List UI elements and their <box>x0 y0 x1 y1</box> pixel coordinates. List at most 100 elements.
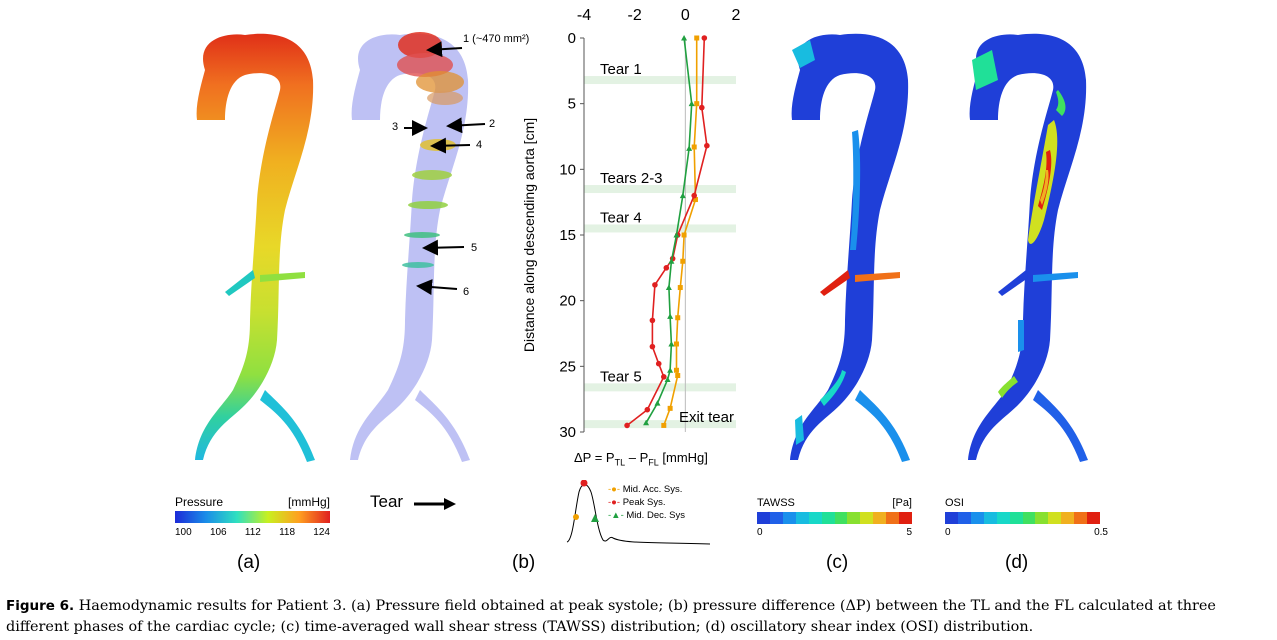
phase-marker-peak <box>580 480 588 487</box>
series-point <box>668 258 675 264</box>
series-point <box>667 313 674 319</box>
aorta-tawss-render <box>790 33 910 462</box>
series-point <box>655 360 662 367</box>
y-tick-label: 20 <box>559 293 576 310</box>
colorbar-step <box>970 512 984 524</box>
colorbar-step <box>1009 512 1023 524</box>
colorbar-step <box>795 512 809 524</box>
slice-arrows <box>404 41 486 296</box>
series-point <box>624 422 630 429</box>
tear-band <box>584 383 736 392</box>
y-tick-label: 30 <box>559 424 576 441</box>
colorbar-step <box>757 512 770 524</box>
series-point <box>661 422 667 428</box>
slice-label-5: 5 <box>471 242 478 254</box>
series-point <box>675 373 681 379</box>
inset-phase-markers <box>573 480 599 522</box>
aorta-pressure-render <box>195 33 315 462</box>
series-point <box>673 232 680 238</box>
colorbar-step <box>996 512 1010 524</box>
colorbar-step <box>769 512 783 524</box>
colorbar-step <box>782 512 796 524</box>
pressure-tick: 112 <box>244 527 261 538</box>
panel-label-a: (a) <box>237 552 261 573</box>
colorbar-step <box>873 512 887 524</box>
colorbar-step <box>983 512 997 524</box>
series-point <box>673 341 679 347</box>
pressure-tick: 106 <box>209 527 227 538</box>
series-point <box>643 419 650 426</box>
series-legend: -●- Mid. Acc. Sys. -●- Peak Sys. -▲- Mid… <box>608 483 685 522</box>
slice-label-3: 3 <box>392 121 399 133</box>
series-point <box>686 145 693 151</box>
slice-label-2: 2 <box>489 118 496 130</box>
series-point <box>681 35 688 41</box>
tear-band <box>584 420 736 429</box>
series-point <box>701 35 708 41</box>
legend-label: Mid. Acc. Sys. <box>622 484 683 495</box>
legend-item-mid-acc: -●- Mid. Acc. Sys. <box>608 484 683 495</box>
pressure-tick: 124 <box>313 527 330 538</box>
series-point <box>668 341 675 347</box>
tawss-tick-max: 5 <box>906 527 912 538</box>
tear-legend-arrow-icon <box>414 498 456 510</box>
y-tick-label: 15 <box>559 227 576 244</box>
colorbar-step <box>1022 512 1036 524</box>
x-tick-label: 0 <box>681 7 690 24</box>
slice-label-6: 6 <box>463 286 470 298</box>
tear-band <box>584 76 736 85</box>
colorbar-step <box>957 512 971 524</box>
tawss-colorbar-title: TAWSS <box>757 497 795 509</box>
panel-label-c: (c) <box>826 552 849 573</box>
colorbar-step <box>945 512 958 524</box>
series-point <box>667 367 674 373</box>
series-point <box>654 400 661 406</box>
chart-ylabel: Distance along descending aorta [cm] <box>521 118 537 352</box>
osi-tick-max: 0.5 <box>1094 527 1108 538</box>
slice-label-1: 1 (~470 mm²) <box>463 33 530 45</box>
series-point <box>652 282 658 288</box>
phase-marker-mid-acc <box>573 514 579 520</box>
panel-label-b: (b) <box>512 552 536 573</box>
colorbar-step <box>860 512 874 524</box>
series-point <box>681 232 687 238</box>
colorbar-step <box>899 512 913 524</box>
legend-label: Mid. Dec. Sys <box>626 510 685 521</box>
legend-label: Peak Sys. <box>622 497 666 508</box>
series-point <box>673 367 679 373</box>
osi-colorbar-gradient <box>945 512 1101 524</box>
tear-label: Exit tear <box>679 409 734 426</box>
colorbar-step <box>1061 512 1075 524</box>
y-tick-label: 5 <box>568 96 576 113</box>
colorbar-step <box>1048 512 1062 524</box>
legend-item-mid-dec: -▲- Mid. Dec. Sys <box>608 510 685 521</box>
tear-label: Tear 5 <box>600 368 642 385</box>
colorbar-step <box>1087 512 1101 524</box>
pressure-colorbar-unit: [mmHg] <box>288 495 330 509</box>
panel-label-d: (d) <box>1005 552 1029 573</box>
series-point <box>694 101 700 107</box>
tawss-colorbar: TAWSS [Pa] 0 5 <box>757 497 913 541</box>
y-tick-label: 0 <box>568 30 576 47</box>
osi-colorbar: OSI 0 0.5 <box>945 497 1108 541</box>
x-tick-label: -4 <box>577 7 591 24</box>
tear-band <box>584 185 736 194</box>
y-tick-label: 25 <box>559 358 576 375</box>
aorta-osi-render <box>968 33 1088 462</box>
osi-tick-min: 0 <box>945 527 951 538</box>
series-point <box>694 35 700 41</box>
series-point <box>691 192 697 199</box>
series-point <box>677 285 683 291</box>
series-point <box>665 284 672 291</box>
colorbar-step <box>834 512 848 524</box>
tear-label: Tears 2-3 <box>600 170 663 187</box>
tear-label: Tear 1 <box>600 61 642 78</box>
series-point <box>663 265 670 271</box>
pressure-tick: 118 <box>279 527 296 538</box>
series-point <box>644 406 651 413</box>
figure-caption: Figure 6. Haemodynamic results for Patie… <box>6 596 1272 638</box>
series-point <box>691 144 697 150</box>
x-tick-label: -2 <box>628 7 642 24</box>
colorbar-step <box>847 512 861 524</box>
